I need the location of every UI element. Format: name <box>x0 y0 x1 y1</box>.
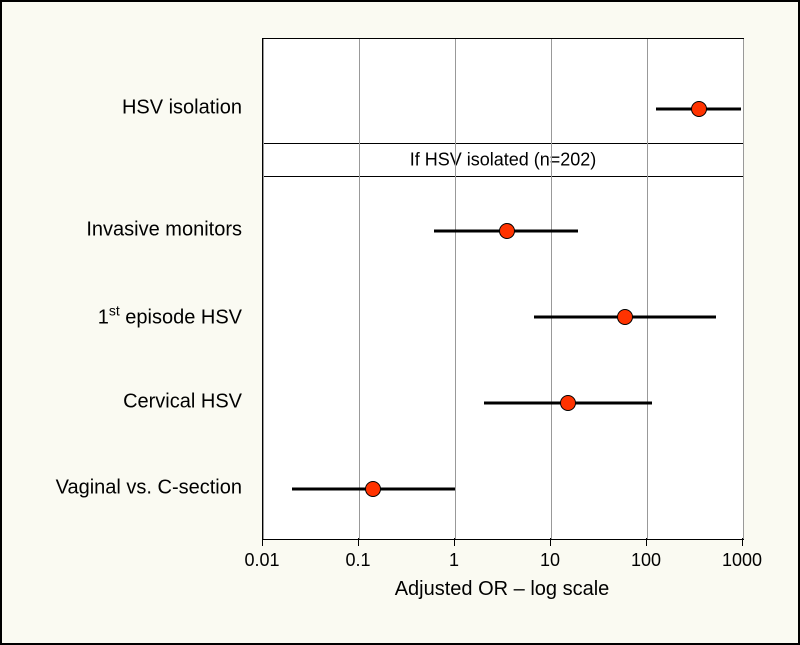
gridline <box>743 39 744 539</box>
gridline <box>647 39 648 539</box>
point-estimate-marker <box>617 309 633 325</box>
point-estimate-marker <box>365 481 381 497</box>
x-tick <box>454 538 455 546</box>
point-estimate-marker <box>560 395 576 411</box>
gridline <box>551 39 552 539</box>
chart-frame: If HSV isolated (n=202) HSV isolation Inv… <box>0 0 800 645</box>
x-tick-label: 0.1 <box>345 550 370 571</box>
x-tick-label: 100 <box>631 550 661 571</box>
x-tick <box>742 538 743 546</box>
gridline <box>455 39 456 539</box>
row-label: 1st episode HSV <box>98 303 242 330</box>
row-label: HSV isolation <box>122 97 242 120</box>
row-label: Vaginal vs. C-section <box>56 477 242 500</box>
row-label: Invasive monitors <box>86 219 242 242</box>
x-tick <box>550 538 551 546</box>
subgroup-header-label: If HSV isolated (n=202) <box>410 150 597 171</box>
x-tick-label: 0.01 <box>244 550 279 571</box>
gridline <box>263 39 264 539</box>
gridline <box>359 39 360 539</box>
x-axis-label: Adjusted OR – log scale <box>395 578 610 601</box>
x-tick-label: 1 <box>449 550 459 571</box>
point-estimate-marker <box>499 223 515 239</box>
row-label: Cervical HSV <box>123 391 242 414</box>
x-tick-label: 10 <box>540 550 560 571</box>
x-tick <box>262 538 263 546</box>
point-estimate-marker <box>691 101 707 117</box>
subgroup-header-band: If HSV isolated (n=202) <box>263 143 743 177</box>
x-tick <box>646 538 647 546</box>
x-tick-label: 1000 <box>722 550 762 571</box>
x-tick <box>358 538 359 546</box>
plot-area: If HSV isolated (n=202) <box>262 38 744 540</box>
